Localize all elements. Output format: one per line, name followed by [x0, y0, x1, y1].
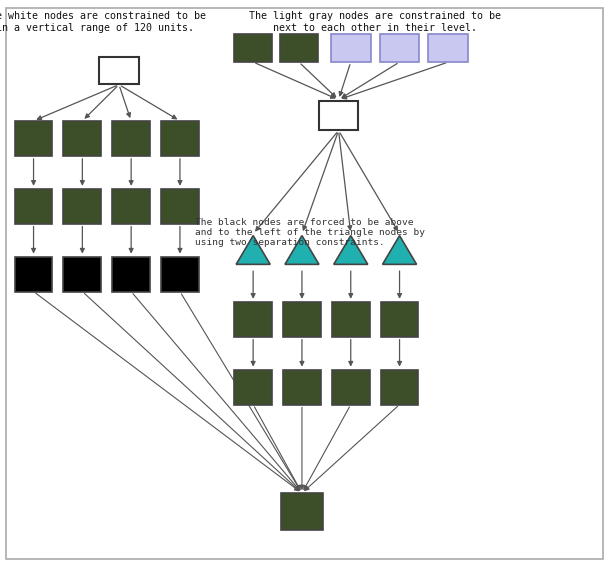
- Text: The black nodes are forced to be above
and to the left of the triangle nodes by
: The black nodes are forced to be above a…: [195, 218, 425, 247]
- Bar: [63, 189, 101, 224]
- Bar: [15, 189, 52, 224]
- Bar: [15, 257, 52, 292]
- Bar: [234, 370, 272, 405]
- Bar: [283, 302, 321, 337]
- Bar: [112, 189, 150, 224]
- Bar: [379, 34, 420, 62]
- Bar: [234, 34, 272, 62]
- Bar: [112, 257, 150, 292]
- Bar: [280, 34, 318, 62]
- Bar: [318, 102, 359, 130]
- Bar: [161, 121, 199, 156]
- Text: The light gray nodes are constrained to be
next to each other in their level.: The light gray nodes are constrained to …: [249, 11, 501, 33]
- Bar: [112, 121, 150, 156]
- Bar: [281, 493, 323, 530]
- Polygon shape: [285, 236, 319, 264]
- Bar: [331, 34, 371, 62]
- Bar: [381, 370, 418, 405]
- Polygon shape: [334, 236, 368, 264]
- Bar: [332, 370, 370, 405]
- Bar: [99, 57, 139, 84]
- Bar: [15, 121, 52, 156]
- Bar: [161, 189, 199, 224]
- Bar: [161, 257, 199, 292]
- Bar: [63, 121, 101, 156]
- Polygon shape: [382, 236, 417, 264]
- Bar: [283, 370, 321, 405]
- Polygon shape: [236, 236, 270, 264]
- Bar: [428, 34, 468, 62]
- Bar: [234, 302, 272, 337]
- Bar: [63, 257, 101, 292]
- Bar: [381, 302, 418, 337]
- Text: The white nodes are constrained to be
in a vertical range of 120 units.: The white nodes are constrained to be in…: [0, 11, 206, 33]
- Bar: [332, 302, 370, 337]
